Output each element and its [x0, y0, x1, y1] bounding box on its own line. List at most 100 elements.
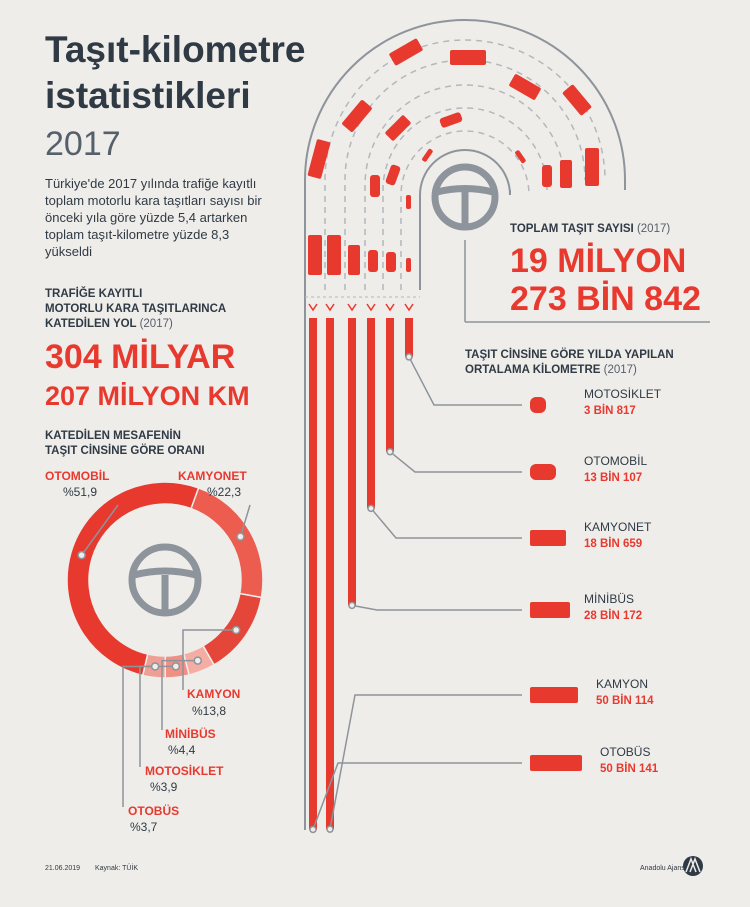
- category-label: MİNİBÜS: [165, 726, 216, 741]
- label-text: ORTALAMA KİLOMETRE: [465, 363, 601, 376]
- value-label: %3,9: [150, 780, 178, 794]
- vehicle: [542, 165, 552, 187]
- connector: [351, 604, 522, 611]
- vehicle: [308, 235, 322, 275]
- vehicle: [385, 164, 401, 186]
- vehicle-icon: [530, 397, 546, 413]
- logo-mark: [685, 856, 701, 873]
- wheel-spokes: [436, 185, 494, 226]
- arrow: [308, 303, 318, 312]
- bar: [326, 318, 334, 830]
- total-km-value: 207 MİLYON KM: [45, 381, 250, 411]
- connector-dot: [309, 825, 317, 834]
- bar: [309, 318, 317, 830]
- vehicle: [368, 250, 378, 272]
- lane: [382, 107, 548, 290]
- vehicle: [307, 139, 331, 179]
- vehicle: [370, 175, 380, 197]
- bar: [348, 318, 356, 606]
- value-label: %13,8: [192, 704, 226, 718]
- logo: [683, 856, 703, 876]
- vehicle: [439, 112, 463, 128]
- value-label: %4,4: [168, 743, 196, 757]
- vehicle: [386, 252, 396, 272]
- donut-title: KATEDİLEN MESAFENİN: [45, 429, 181, 442]
- total-vehicles-value: 19 MİLYON: [510, 242, 686, 280]
- total-km-label: KATEDİLEN YOL (2017): [45, 317, 173, 330]
- donut-segment: [190, 486, 264, 599]
- lane: [324, 39, 606, 290]
- label-text: TOPLAM TAŞIT SAYISI: [510, 223, 634, 235]
- vehicle-icon: [530, 687, 578, 703]
- total-vehicles-value: 273 BİN 842: [510, 280, 701, 318]
- vehicle: [342, 100, 372, 132]
- category-label: OTOMOBİL: [45, 468, 109, 483]
- road: [304, 19, 626, 830]
- road-edge: [304, 19, 626, 830]
- connector-dot: [386, 447, 394, 456]
- leader-dot: [77, 550, 86, 560]
- connector-dot: [348, 601, 356, 610]
- year: 2017: [45, 125, 121, 163]
- steering-wheel: [128, 543, 202, 617]
- road-edge: [419, 149, 511, 290]
- vehicle-name: MOTOSİKLET: [584, 387, 662, 401]
- vehicle-name: OTOBÜS: [600, 745, 650, 759]
- vehicle-icon: [530, 755, 582, 771]
- leader-dot: [236, 532, 245, 541]
- leader-dot: [171, 662, 181, 671]
- title-line: Taşıt-kilometre: [45, 29, 305, 70]
- vehicle: [560, 160, 572, 188]
- arrow: [347, 303, 357, 312]
- vehicle: [562, 84, 592, 116]
- leader-line: [122, 665, 156, 807]
- wheel-rim: [128, 543, 202, 617]
- wheel-rim: [431, 163, 499, 231]
- vehicle: [385, 115, 411, 141]
- leader-dot: [193, 656, 203, 665]
- vehicle: [389, 38, 423, 66]
- vehicle: [406, 258, 411, 272]
- vehicle: [422, 148, 433, 162]
- value-label: %22,3: [207, 485, 241, 499]
- leader-dot: [231, 625, 241, 635]
- total-km-value: 304 MİLYAR: [45, 338, 235, 376]
- vehicle: [450, 50, 486, 65]
- intro-line: toplam taşıt-kilometre yüzde 8,3: [45, 227, 229, 242]
- category-label: KAMYONET: [178, 469, 247, 483]
- vehicle-icon: [530, 464, 556, 480]
- arrow: [366, 303, 376, 312]
- category-label: OTOBÜS: [128, 803, 179, 818]
- value-label: %3,7: [130, 820, 158, 834]
- category-label: KAMYON: [187, 687, 240, 701]
- connector-dot: [405, 353, 413, 361]
- connector: [370, 507, 522, 539]
- leader-line: [81, 504, 119, 556]
- vehicle-value: 3 BİN 817: [584, 404, 636, 417]
- connector-dot: [326, 825, 334, 833]
- intro-line: toplam motorlu kara taşıtları sayısı bir: [45, 193, 262, 208]
- footer-date: 21.06.2019: [45, 865, 80, 872]
- leader-dot: [150, 662, 160, 671]
- intro-line: yükseldi: [45, 244, 92, 259]
- vehicle-value: 18 BİN 659: [584, 537, 642, 550]
- total-km-label: TRAFİĞE KAYITLI: [45, 287, 142, 300]
- vehicle: [406, 195, 411, 209]
- vehicle-name: KAMYONET: [584, 520, 652, 534]
- arrow: [404, 303, 414, 312]
- intro-line: önceki yıla göre yüzde 5,4 artarken: [45, 210, 247, 225]
- bar-title: ORTALAMA KİLOMETRE (2017): [465, 363, 637, 376]
- vehicle-value: 28 BİN 172: [584, 609, 642, 622]
- label-text: KATEDİLEN YOL: [45, 317, 137, 330]
- vehicle-value: 13 BİN 107: [584, 471, 642, 484]
- vehicle-value: 50 BİN 114: [596, 694, 654, 707]
- bar: [367, 318, 375, 509]
- vehicle-name: OTOMOBİL: [584, 454, 647, 468]
- steering-wheel: [431, 163, 499, 231]
- vehicle: [509, 74, 541, 100]
- vehicle-value: 50 BİN 141: [600, 762, 659, 775]
- vehicle: [327, 235, 341, 275]
- vehicle: [348, 245, 360, 275]
- leader-line: [239, 504, 251, 537]
